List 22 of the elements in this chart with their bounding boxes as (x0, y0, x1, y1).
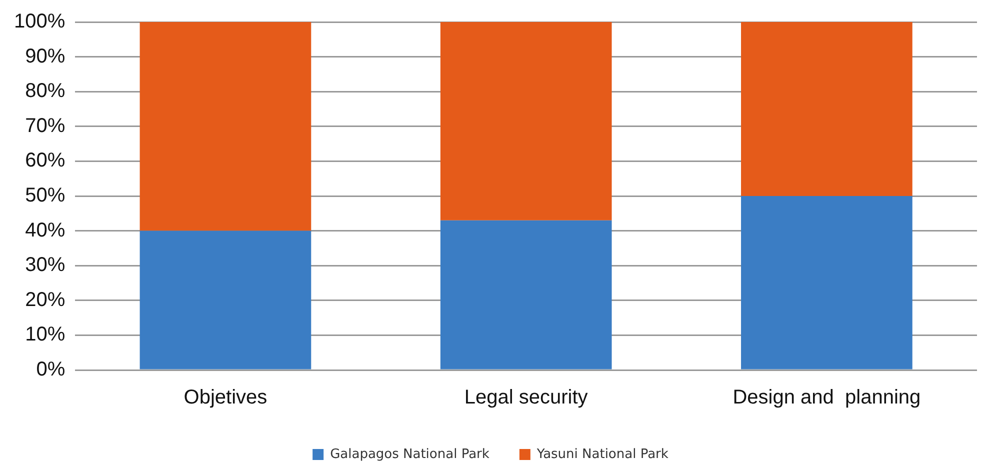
bar (140, 22, 312, 231)
y-tick-label: 10% (25, 324, 66, 346)
bar (140, 230, 312, 370)
y-tick-label: 70% (25, 114, 66, 137)
bar (741, 22, 912, 196)
y-tick-label: 0% (36, 358, 66, 381)
bar (440, 220, 612, 370)
y-tick-label: 60% (25, 150, 66, 172)
y-tick-label: 40% (25, 219, 66, 242)
legend-label: Yasuni National Park (536, 446, 669, 462)
y-tick-label: 50% (25, 184, 66, 207)
legend-label: Galapagos National Park (330, 446, 490, 462)
y-tick-label: 90% (25, 45, 66, 68)
y-tick-label: 100% (14, 10, 66, 33)
x-tick-label: Legal security (464, 386, 588, 409)
x-tick-label: Objetives (184, 386, 268, 409)
y-tick-label: 80% (25, 80, 66, 102)
x-tick-label: Design and planning (732, 386, 921, 409)
y-tick-label: 20% (25, 288, 66, 311)
bar (741, 196, 912, 370)
bar (440, 22, 612, 220)
y-tick-label: 30% (25, 254, 66, 276)
